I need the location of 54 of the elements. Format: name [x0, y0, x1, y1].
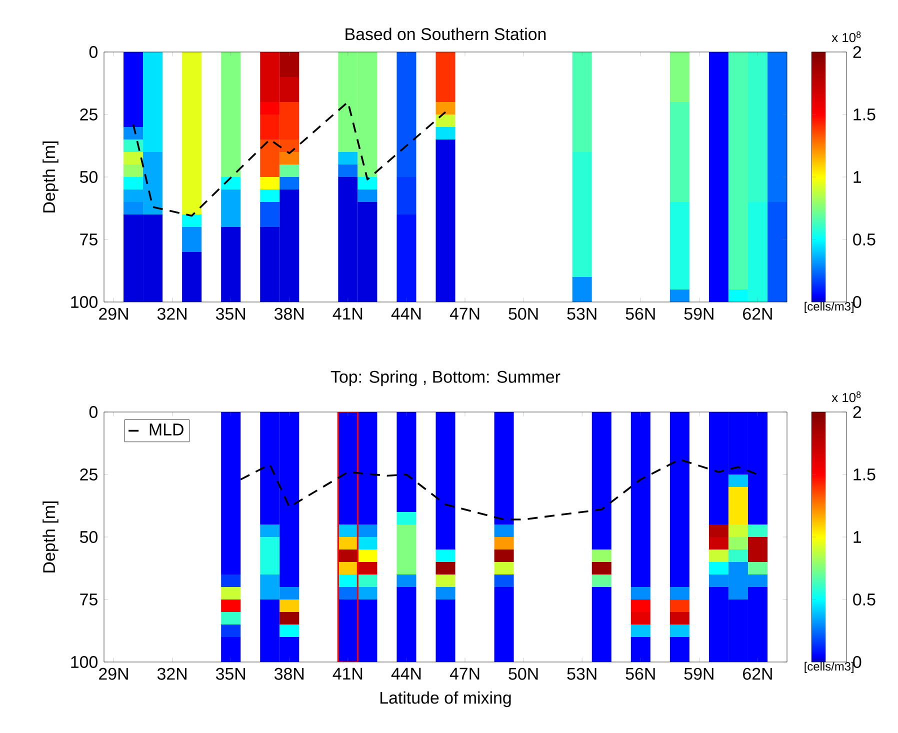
color-bar-label: 2 — [853, 46, 861, 58]
x-tick-label: 59N — [684, 668, 714, 680]
y-tick-label: 25 — [80, 108, 98, 120]
chart-title: Based on Southern Station — [346, 28, 546, 40]
text: x 10$^{8}$ — [832, 31, 861, 42]
y-tick-label: 50 — [80, 531, 98, 544]
y-tick-label: 0 — [89, 406, 98, 418]
y-axis-title: Depth [m] — [42, 142, 58, 212]
x-tick-label: 38N — [274, 308, 304, 320]
x-tick-label: 47N — [450, 308, 480, 320]
y-tick-label: 100 — [71, 656, 98, 668]
color-bar-label: 0.5 — [853, 594, 876, 606]
x-tick-label: 62N — [743, 668, 772, 680]
y-tick-label: 100 — [71, 296, 98, 308]
chart-title: Top: Spring , Bottom: Summer — [330, 370, 560, 386]
y-tick-label: 0 — [89, 46, 98, 58]
color-bar-label: 0 — [853, 656, 862, 668]
x-tick-label: 44N — [391, 668, 421, 680]
x-tick-label: 35N — [216, 308, 245, 320]
x-tick-label: 41N — [332, 308, 362, 320]
x-tick-label: 53N — [567, 308, 596, 320]
color-bar-label: 1 — [854, 531, 862, 543]
y-tick-label: 50 — [80, 171, 98, 183]
y-tick-label: 25 — [80, 468, 98, 481]
color-bar-label: 1.5 — [854, 468, 876, 480]
color-bar-title: [cells/m3] — [804, 662, 854, 673]
y-tick-label: 75 — [80, 234, 98, 246]
text: x 10$^{8}$ — [832, 391, 861, 402]
color-bar-title: [cells/m3] — [804, 302, 854, 313]
color-bar-label: 2 — [853, 406, 861, 418]
color-bar-label: 1 — [854, 171, 862, 183]
x-tick-label: 50N — [508, 308, 538, 320]
x-tick-label: 41N — [332, 668, 362, 680]
x-tick-label: 56N — [626, 668, 655, 680]
x-tick-label: 29N — [99, 308, 128, 320]
x-tick-label: 44N — [391, 308, 421, 320]
x-tick-label: 35N — [216, 668, 245, 680]
x-tick-label: 53N — [567, 668, 596, 680]
x-axis-title: Latitude of mixing — [380, 691, 511, 708]
x-tick-label: 32N — [157, 308, 186, 320]
x-tick-label: 50N — [508, 668, 538, 680]
x-tick-label: 38N — [274, 668, 304, 680]
color-bar-label: 0 — [853, 296, 862, 308]
y-axis-title: Depth [m] — [42, 502, 58, 572]
legend-label: MLD — [150, 424, 184, 436]
x-tick-label: 47N — [450, 668, 480, 680]
color-bar-label: 0.5 — [853, 233, 876, 246]
y-tick-label: 75 — [80, 594, 98, 606]
x-tick-label: 32N — [157, 668, 186, 680]
color-bar-label: 1.5 — [854, 108, 876, 120]
x-tick-label: 59N — [684, 308, 714, 320]
x-tick-label: 29N — [99, 668, 128, 680]
x-tick-label: 62N — [743, 308, 772, 320]
x-tick-label: 56N — [626, 308, 655, 320]
